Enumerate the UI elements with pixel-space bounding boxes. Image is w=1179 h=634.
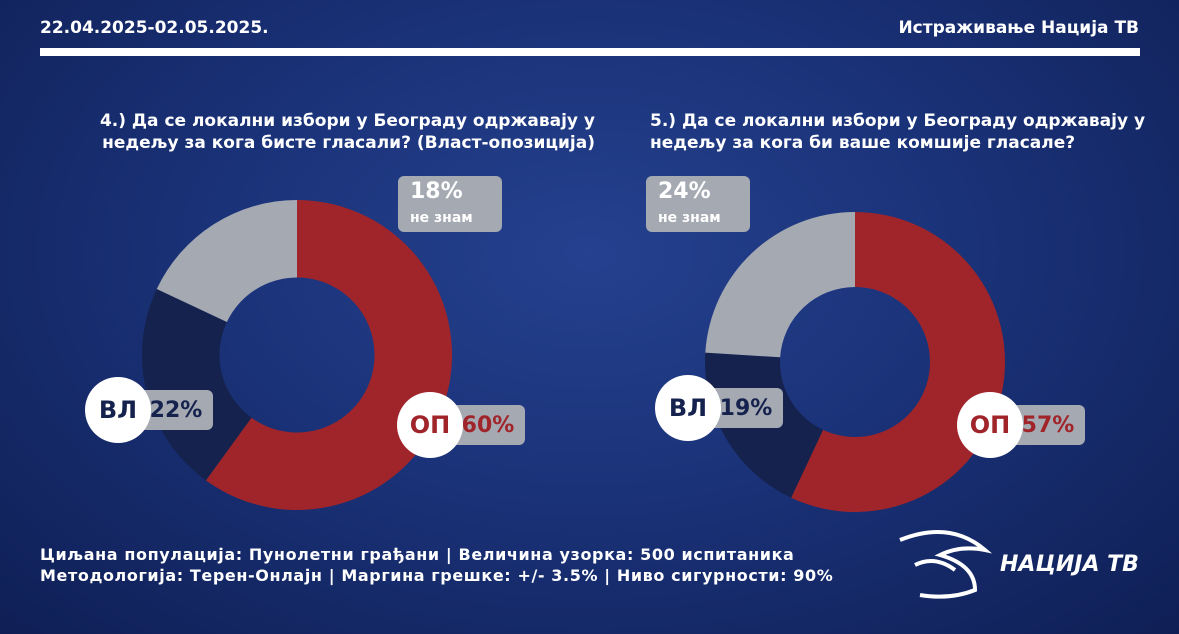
value-label: 60% <box>462 413 515 438</box>
brand: Истраживање Нација ТВ <box>898 18 1139 38</box>
category-badge <box>655 375 721 441</box>
date: 22.04.2025-02.05.2025. <box>40 18 269 38</box>
unknown-box <box>646 176 750 232</box>
value-label: 18% <box>410 179 463 204</box>
header-rule <box>40 48 1140 56</box>
footer-line: Методологија: Терен-Онлајн | Маргина гре… <box>40 566 834 585</box>
footer-line: Циљана популација: Пунолетни грађани | В… <box>40 545 795 564</box>
unknown-box <box>398 176 502 232</box>
value-label: 19% <box>720 396 773 421</box>
category-label: не знам <box>410 210 473 226</box>
logo: НАЦИЈА ТВ <box>1000 552 1139 577</box>
category-label: ОП <box>970 411 1011 439</box>
value-label: 24% <box>658 179 711 204</box>
category-badge <box>957 392 1023 458</box>
category-label: ВЛ <box>99 396 137 424</box>
slice <box>141 289 252 481</box>
category-badge <box>397 392 463 458</box>
question: 4.) Да се локални избори у Београду одрж… <box>99 111 595 153</box>
category-label: ВЛ <box>669 394 707 422</box>
category-badge <box>85 377 151 443</box>
question: 5.) Да се локални избори у Београду одрж… <box>650 111 1146 153</box>
slice <box>156 200 297 323</box>
category-label: ОП <box>410 411 451 439</box>
slice <box>205 200 452 510</box>
logo-mark <box>899 530 993 599</box>
category-label: не знам <box>658 210 721 226</box>
slice <box>791 212 1006 513</box>
value-label: 22% <box>150 398 203 423</box>
slice <box>705 212 855 358</box>
value-label: 57% <box>1022 413 1075 438</box>
